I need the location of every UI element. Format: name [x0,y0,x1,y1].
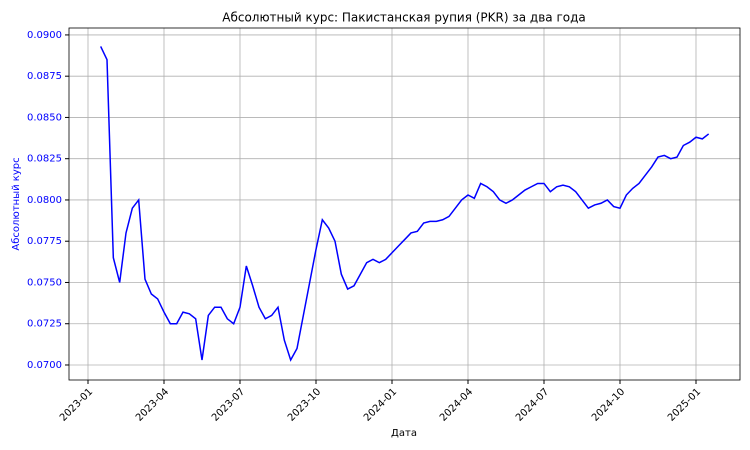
y-tick-label: 0.0725 [27,319,62,330]
x-tick-label: 2024-10 [590,386,627,423]
y-tick-label: 0.0800 [27,195,62,206]
y-tick-label: 0.0750 [27,277,62,288]
y-tick-label: 0.0700 [27,360,62,371]
x-axis-label: Дата [391,428,417,439]
x-tick-label: 2025-01 [666,386,703,423]
x-tick-label: 2024-04 [438,386,475,423]
y-tick-label: 0.0775 [27,236,62,247]
x-tick-label: 2024-01 [362,386,399,423]
x-tick-label: 2023-04 [134,386,171,423]
data-line [99,46,710,362]
y-tick-label: 0.0900 [27,30,62,41]
y-tick-label: 0.0825 [27,154,62,165]
x-tick-label: 2024-07 [514,386,551,423]
x-tick-label: 2023-10 [286,386,323,423]
plot-frame [68,27,741,381]
y-tick-label: 0.0850 [27,112,62,123]
x-tick-label: 2023-01 [58,386,95,423]
y-axis-label: Абсолютный курс [11,157,22,250]
chart-title: Абсолютный курс: Пакистанская рупия (PKR… [222,11,586,25]
y-tick-label: 0.0875 [27,71,62,82]
x-tick-label: 2023-07 [210,386,247,423]
